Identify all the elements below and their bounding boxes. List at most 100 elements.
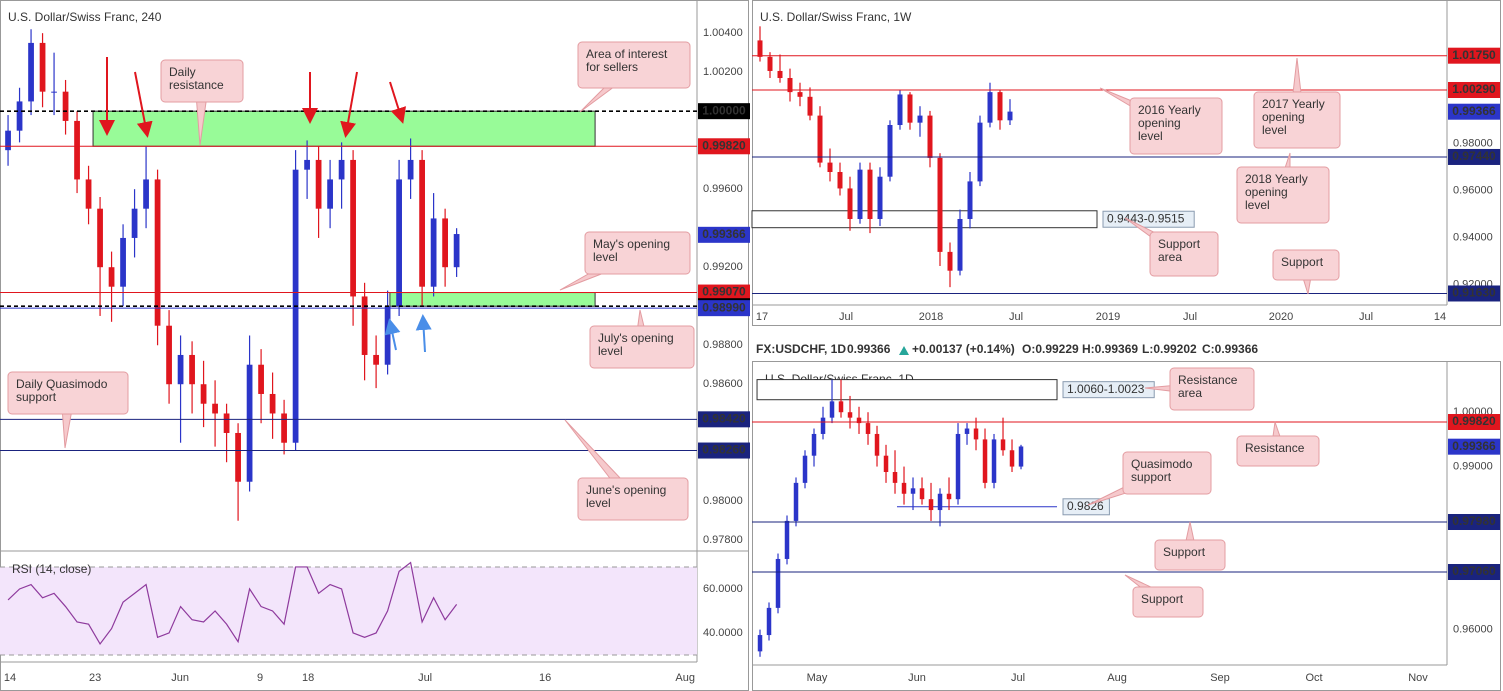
price-badge-label: 0.99820 — [702, 138, 746, 152]
candle-body — [120, 237, 126, 287]
y-tick-label: 0.96000 — [1453, 185, 1493, 197]
price-badge — [698, 138, 750, 155]
candle-body — [982, 439, 988, 483]
candle-body — [407, 159, 414, 180]
candle-body — [281, 413, 287, 443]
price-badge-label: 1.00000 — [702, 103, 746, 117]
candle-body — [910, 488, 916, 494]
x-tick-label: Jul — [1359, 311, 1373, 323]
callout-box — [1132, 586, 1204, 618]
candle-body — [212, 403, 218, 414]
x-tick-label: Aug — [675, 672, 695, 684]
price-badge-label: 0.97060 — [1452, 564, 1496, 578]
candle-body — [793, 482, 799, 521]
arrow — [389, 81, 407, 124]
y-tick-label: 0.98600 — [703, 378, 743, 390]
candle-body — [847, 188, 853, 219]
candle-body — [767, 56, 773, 71]
candle-body — [817, 115, 823, 163]
candle-body — [246, 364, 253, 482]
candle-body — [327, 179, 333, 209]
callout-text: Support — [1281, 255, 1324, 269]
candle-body — [955, 433, 961, 500]
candle-body — [797, 92, 803, 97]
x-tick-label: 2020 — [1269, 311, 1293, 323]
price-badge-label: 1.01750 — [1452, 48, 1496, 62]
candle-body — [269, 393, 276, 414]
price-badge — [698, 284, 750, 301]
x-tick-label: May — [807, 672, 828, 684]
header: FX:USDCHF, 1D 0.99366 +0.00137 (+0.14%) … — [756, 342, 1258, 356]
arrow — [134, 71, 153, 138]
x-tick-label: Jul — [1011, 672, 1025, 684]
callout-text: area — [1158, 250, 1182, 264]
x-tick-label: 23 — [89, 672, 101, 684]
candle-body — [189, 354, 195, 385]
candle-body — [419, 159, 425, 287]
candle-body — [928, 499, 934, 511]
candle-body — [784, 520, 790, 559]
low: L:0.99202 — [1142, 342, 1197, 356]
y-tick-label: 0.99200 — [703, 261, 743, 273]
callout-box — [1129, 97, 1223, 155]
candle-body — [991, 439, 997, 483]
candle-body — [177, 354, 184, 385]
y-tick-label: 0.99000 — [1453, 460, 1493, 472]
x-tick-label: 2018 — [919, 311, 943, 323]
x-tick-label: 16 — [539, 672, 551, 684]
price-badge-label: 1.00290 — [1452, 82, 1496, 96]
candle-body — [987, 92, 993, 123]
price-badge-label: 0.97440 — [1452, 149, 1496, 163]
callout-text: opening — [1245, 185, 1288, 199]
price-badge-label: 0.99366 — [702, 227, 746, 241]
y-tick-label: 1.00400 — [703, 27, 743, 39]
price-badge — [1448, 103, 1500, 120]
candle-body — [39, 42, 46, 92]
price-badge — [1448, 47, 1500, 64]
price-badge — [1448, 564, 1500, 581]
candle-body — [85, 179, 92, 209]
callout-text: Support — [1158, 237, 1201, 251]
candle-body — [917, 115, 923, 123]
candle-body — [28, 42, 34, 102]
panel-frame — [752, 0, 1501, 326]
price-badge — [1448, 285, 1500, 302]
y-tick-label: 0.98000 — [1453, 138, 1493, 150]
callout-box — [577, 477, 689, 521]
symbol: FX:USDCHF, 1D — [756, 342, 846, 356]
price-badge — [698, 300, 750, 317]
candle-body — [5, 130, 11, 151]
arrow — [384, 318, 401, 351]
candle-body — [51, 91, 57, 93]
callout-text: July's opening — [598, 331, 674, 345]
candle-body — [937, 493, 943, 511]
callout-box — [160, 59, 244, 103]
arrows — [99, 57, 432, 353]
callout-box — [584, 231, 691, 275]
candle-body — [235, 432, 241, 482]
price-badge — [698, 103, 750, 120]
candle-body — [1009, 450, 1015, 467]
candle-body — [865, 423, 871, 434]
candle-body — [883, 455, 889, 473]
callout-text: level — [1138, 129, 1163, 143]
zone — [92, 110, 596, 147]
callout-text: Area of interest — [586, 47, 668, 61]
zone — [389, 292, 596, 307]
y-tick-label: 1.00200 — [703, 66, 743, 78]
candle-body — [304, 159, 310, 170]
callout-text: resistance — [169, 78, 224, 92]
candle-body — [16, 101, 23, 131]
callout-box — [577, 41, 691, 89]
price-badge — [1448, 81, 1500, 98]
candle-body — [964, 428, 970, 434]
candle-body — [166, 325, 172, 385]
candle-body — [829, 401, 835, 418]
candle-body — [857, 169, 863, 219]
callout-text: for sellers — [586, 60, 638, 74]
price-badge — [1448, 438, 1500, 455]
callout-text: Resistance — [1178, 373, 1238, 387]
x-tick-label: Jun — [171, 672, 189, 684]
x-tick-label: Jul — [839, 311, 853, 323]
price-badge — [1448, 414, 1500, 431]
